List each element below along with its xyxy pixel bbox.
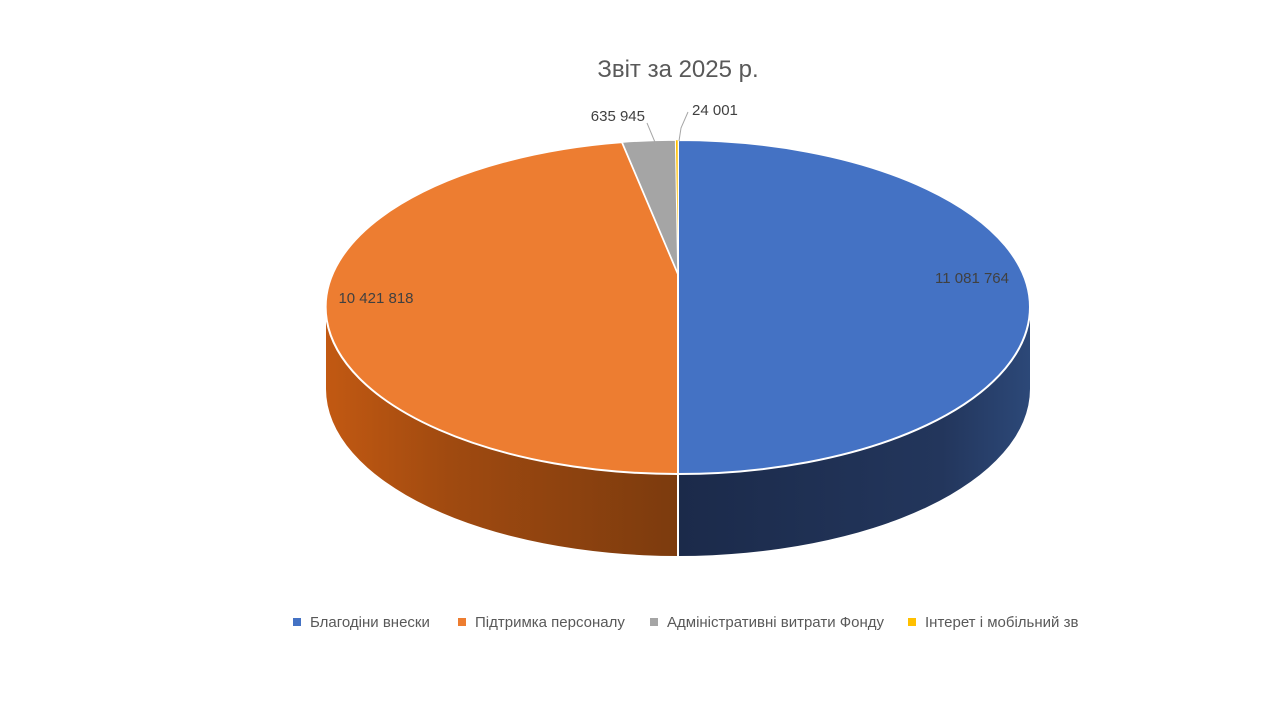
legend-swatch-blue [293, 618, 301, 626]
legend-item-administratyvni-vytraty[interactable]: Адміністративні витрати Фонду [650, 611, 884, 633]
legend-label: Підтримка персоналу [475, 613, 625, 631]
pie-slice-interet-i-mobilnyi[interactable] [675, 139, 679, 275]
legend-label: Інтерет і мобільний зв [925, 613, 1079, 631]
legend-swatch-orange [458, 618, 466, 626]
pie-slice-pidtrymka-personalu[interactable] [324, 141, 679, 475]
pie-slice-blahodini-vnesky[interactable] [677, 139, 1031, 475]
leader-line-gray-slice [646, 122, 658, 148]
data-label-blue-slice: 11 081 764 [935, 270, 1009, 287]
data-label-yellow-slice: 24 001 [692, 102, 738, 119]
legend-label: Благодіни внески [310, 613, 430, 631]
chart-legend: Благодіни внески Підтримка персоналу Адм… [0, 611, 1280, 633]
pie-side-wall-blue [678, 307, 1030, 556]
pie-side-wall-orange [326, 307, 678, 556]
leader-line-yellow-slice [678, 111, 689, 142]
legend-label: Адміністративні витрати Фонду [667, 613, 885, 631]
data-label-gray-slice: 635 945 [591, 108, 645, 125]
legend-item-pidtrymka-personalu[interactable]: Підтримка персоналу [458, 611, 625, 633]
legend-item-interet-i-mobilnyi[interactable]: Інтерет і мобільний зв [908, 611, 1078, 633]
chart-title: Звіт за 2025 р. [597, 56, 759, 83]
data-label-orange-slice: 10 421 818 [338, 290, 413, 307]
legend-swatch-gray [650, 618, 658, 626]
legend-item-blahodini-vnesky[interactable]: Благодіни внески [293, 611, 430, 633]
legend-swatch-yellow [908, 618, 916, 626]
